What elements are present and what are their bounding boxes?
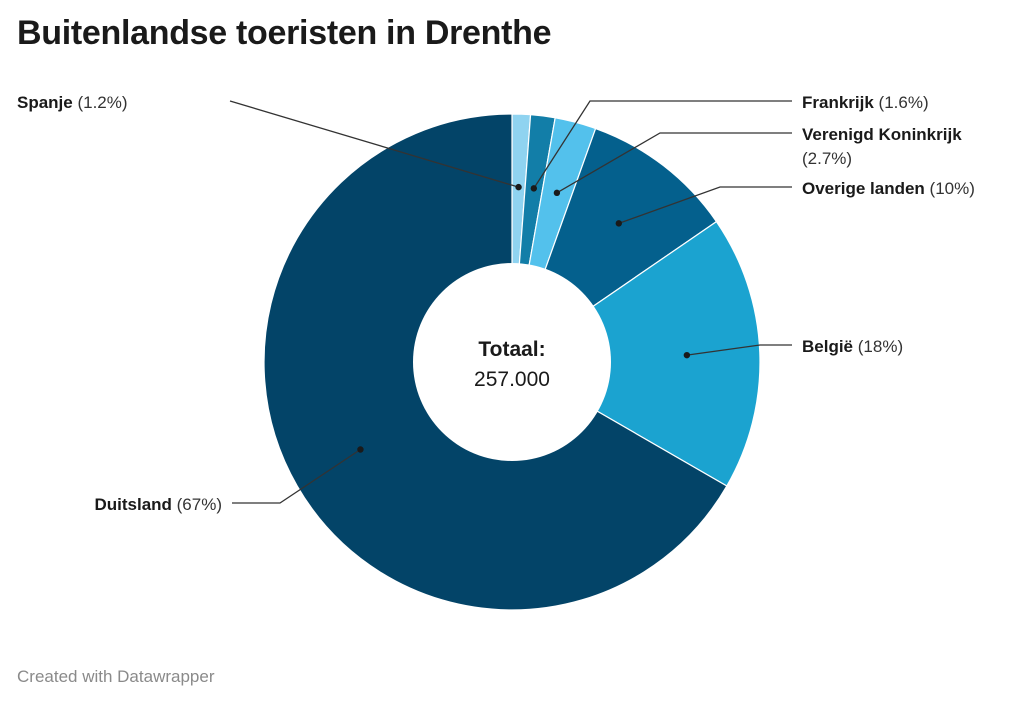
slice-label-value: (1.6%)	[874, 93, 929, 112]
slice-label-name: Frankrijk	[802, 93, 874, 112]
slice-label-spanje: Spanje (1.2%)	[17, 93, 128, 112]
leader-dot-duitsland	[357, 446, 364, 453]
slice-belgie[interactable]	[510, 220, 761, 487]
donut-hole	[413, 263, 611, 461]
slice-label-value: (2.7%)	[802, 149, 852, 168]
footer-credit: Created with Datawrapper	[17, 667, 215, 686]
slice-label-frankrijk: Frankrijk (1.6%)	[802, 93, 929, 112]
slice-label-belgie: België (18%)	[802, 337, 903, 356]
leader-line-frankrijk	[533, 100, 792, 189]
chart-title: Buitenlandse toeristen in Drenthe	[17, 14, 552, 52]
slice-label-name: Spanje	[17, 93, 73, 112]
leader-line-verenigd-koninkrijk	[556, 132, 792, 194]
center-value: 257.000	[474, 368, 550, 391]
slice-label-value: (18%)	[853, 337, 903, 356]
slice-label-verenigd-koninkrijk: Verenigd Koninkrijk (2.7%)	[802, 125, 962, 168]
slice-label-value: (1.2%)	[73, 93, 128, 112]
slice-label-name: Verenigd Koninkrijk	[802, 125, 962, 144]
slice-label-overige-landen: Overige landen (10%)	[802, 179, 975, 198]
slice-label-duitsland: Duitsland (67%)	[94, 495, 222, 514]
leader-lines-group	[229, 100, 792, 504]
slice-label-value: (10%)	[925, 179, 975, 198]
slice-label-name: België	[802, 337, 853, 356]
leader-line-overige-landen	[618, 186, 792, 224]
leader-dot-verenigd-koninkrijk	[553, 189, 561, 197]
leader-dot-belgie	[683, 351, 691, 359]
slice-label-value: (67%)	[172, 495, 222, 514]
leader-line-spanje	[229, 100, 519, 188]
leader-dot-frankrijk	[530, 185, 538, 192]
center-label: Totaal:	[478, 338, 545, 361]
leader-dot-overige-landen	[615, 220, 623, 227]
leader-line-duitsland	[232, 448, 361, 504]
slice-label-name: Overige landen	[802, 179, 925, 198]
slice-labels-group: Spanje (1.2%) Frankrijk (1.6%) Verenigd Ko…	[17, 93, 975, 514]
leader-dot-spanje	[515, 183, 522, 191]
slice-label-name: Duitsland	[94, 495, 171, 514]
leader-line-belgie	[686, 344, 792, 356]
